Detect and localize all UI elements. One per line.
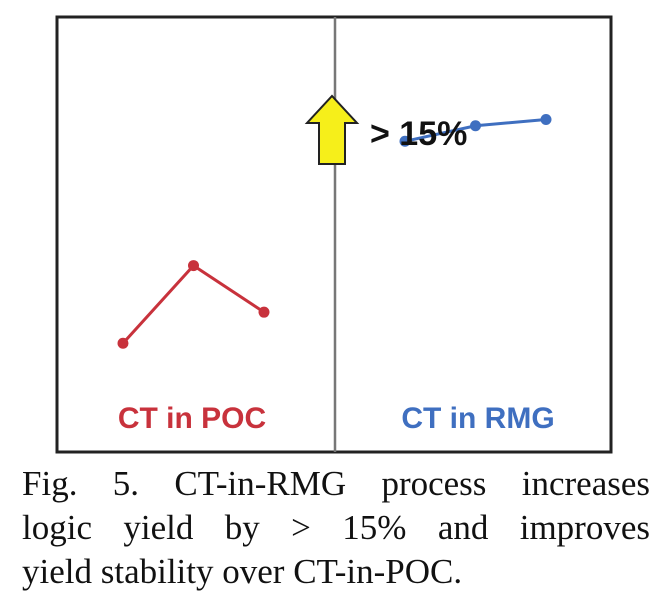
data-point-poc-2 — [188, 260, 199, 272]
caption-line-3: yield stability over CT-in-POC. — [22, 552, 463, 591]
data-point-rmg-3 — [540, 114, 552, 126]
caption-line-2: logic yield by > 15% and improves — [22, 508, 650, 547]
data-point-poc-3 — [258, 306, 270, 318]
caption-line-1: Fig. 5. CT-in-RMG process increases — [22, 464, 650, 503]
annotation-label: > 15% — [370, 115, 467, 153]
chart: > 15% CT in POC CT in RMG — [55, 15, 613, 454]
data-point-rmg-1 — [399, 135, 411, 147]
data-point-poc-1 — [117, 337, 129, 349]
panel-label-poc: CT in POC — [118, 402, 266, 435]
figure-caption: Fig. 5. CT-in-RMG process increases logi… — [22, 462, 650, 594]
panel-label-rmg: CT in RMG — [401, 402, 554, 435]
series-layer — [117, 114, 552, 349]
up-arrow-icon — [304, 94, 360, 165]
data-point-rmg-2 — [470, 120, 481, 132]
